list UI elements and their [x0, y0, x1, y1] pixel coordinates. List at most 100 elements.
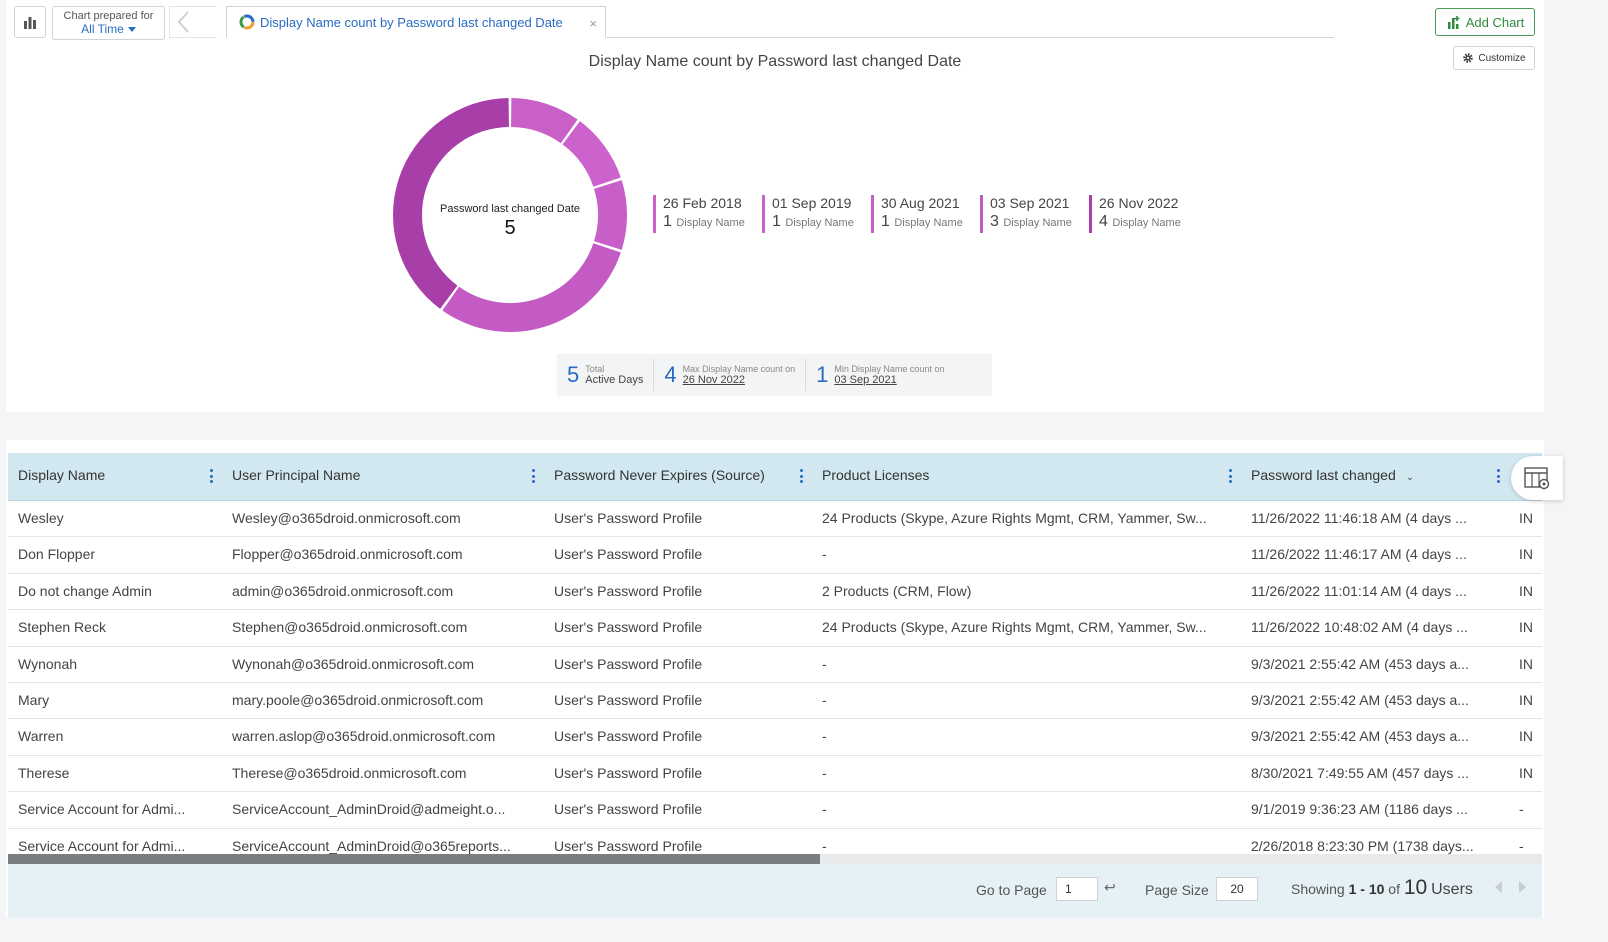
cell-product-licenses: - [822, 655, 827, 672]
legend-count: 4 [1099, 213, 1108, 230]
legend-swatch [871, 195, 874, 233]
column-menu-icon[interactable] [532, 469, 536, 483]
column-header-display-name[interactable]: Display Name [8, 453, 222, 501]
legend-item[interactable]: 01 Sep 2019 1 Display Name [762, 195, 871, 233]
table-row[interactable]: Stephen Reck Stephen@o365droid.onmicroso… [8, 610, 1542, 647]
cell-user-principal-name: Therese@o365droid.onmicrosoft.com [232, 764, 467, 781]
donut-center: Password last changed Date 5 [392, 203, 628, 240]
grid-header: Display Name User Principal Name Passwor… [8, 453, 1542, 501]
donut-chart [392, 98, 627, 333]
add-chart-button[interactable]: Add Chart [1435, 8, 1535, 36]
column-header-password-last-changed[interactable]: Password last changed ⌄ [1241, 453, 1509, 501]
legend-item[interactable]: 26 Feb 2018 1 Display Name [653, 195, 762, 233]
tab-scroll-prev-button[interactable] [169, 6, 217, 38]
legend-item[interactable]: 30 Aug 2021 1 Display Name [871, 195, 980, 233]
chart-panel: Chart prepared for All Time Display Name… [6, 0, 1544, 412]
chart-period-dropdown[interactable]: Chart prepared for All Time [52, 6, 165, 40]
donut-slice-03-sep-2021[interactable] [442, 243, 621, 333]
donut-chart-icon [239, 14, 255, 30]
customize-button[interactable]: Customize [1453, 46, 1535, 70]
cell-password-last-changed: 11/26/2022 10:48:02 AM (4 days ... [1251, 619, 1468, 636]
chart-legend: 26 Feb 2018 1 Display Name 01 Sep 2019 1… [653, 195, 1198, 233]
column-header-label: Display Name [18, 467, 106, 483]
table-row[interactable]: Wesley Wesley@o365droid.onmicrosoft.com … [8, 501, 1542, 538]
stat-value: 5 [567, 362, 580, 387]
cell-password-last-changed: 2/26/2018 8:23:30 PM (1738 days... [1251, 837, 1474, 854]
cell-user-principal-name: Flopper@o365droid.onmicrosoft.com [232, 546, 463, 563]
legend-date: 03 Sep 2021 [990, 195, 1070, 211]
table-row[interactable]: Warren warren.aslop@o365droid.onmicrosof… [8, 719, 1542, 756]
column-menu-icon[interactable] [800, 469, 804, 483]
column-settings-button[interactable] [1511, 456, 1563, 500]
table-row[interactable]: Don Flopper Flopper@o365droid.onmicrosof… [8, 537, 1542, 574]
showing-summary: Showing 1 - 10 of 10 Users [1291, 876, 1473, 900]
table-row[interactable]: Service Account for Admi... ServiceAccou… [8, 792, 1542, 829]
page-number-input[interactable]: 1 [1056, 877, 1098, 901]
cell-password-last-changed: 9/3/2021 2:55:42 AM (453 days a... [1251, 728, 1469, 745]
tab-chart[interactable]: Display Name count by Password last chan… [226, 6, 606, 38]
cell-password-never-expires: User's Password Profile [554, 728, 703, 745]
cell-user-principal-name: Wesley@o365droid.onmicrosoft.com [232, 510, 461, 526]
cell-product-licenses: - [822, 691, 827, 708]
stat-caption: Min Display Name count on [834, 363, 945, 374]
cell-password-never-expires: User's Password Profile [554, 801, 703, 818]
sort-descending-icon[interactable]: ⌄ [1405, 472, 1415, 483]
donut-slice-30-aug-2021[interactable] [594, 180, 627, 250]
column-menu-icon[interactable] [210, 469, 214, 483]
close-icon[interactable]: × [589, 16, 597, 31]
cell-user-principal-name: Wynonah@o365droid.onmicrosoft.com [232, 655, 475, 672]
cell-product-licenses: - [822, 546, 827, 563]
column-header-product-licenses[interactable]: Product Licenses [812, 453, 1241, 501]
donut-slice-26-feb-2018[interactable] [511, 98, 578, 144]
stat-date-link[interactable]: 26 Nov 2022 [682, 373, 745, 386]
chart-period-value: All Time [81, 22, 124, 36]
legend-item[interactable]: 03 Sep 2021 3 Display Name [980, 195, 1089, 233]
customize-label: Customize [1478, 52, 1526, 64]
cell-display-name: Warren [18, 728, 64, 745]
column-menu-icon[interactable] [1497, 469, 1501, 483]
cell-password-last-changed: 11/26/2022 11:46:18 AM (4 days ... [1251, 510, 1467, 526]
horizontal-scrollbar[interactable] [8, 854, 1542, 864]
stat-min-count: 1 Min Display Name count on 03 Sep 2021 [805, 359, 954, 391]
donut-slice-01-sep-2019[interactable] [562, 121, 621, 187]
cell-password-never-expires: User's Password Profile [554, 837, 703, 854]
showing-range: 1 - 10 [1348, 881, 1385, 897]
cell-product-licenses: - [822, 801, 827, 818]
cell-display-name: Service Account for Admi... [18, 837, 186, 854]
legend-swatch [762, 195, 765, 233]
table-row[interactable]: Wynonah Wynonah@o365droid.onmicrosoft.co… [8, 647, 1542, 683]
chevron-left-icon [177, 11, 189, 33]
cell-next-column: IN [1519, 728, 1533, 745]
legend-date: 26 Feb 2018 [663, 195, 742, 211]
table-row[interactable]: Mary mary.poole@o365droid.onmicrosoft.co… [8, 683, 1542, 720]
cell-user-principal-name: ServiceAccount_AdminDroid@admeight.o... [232, 801, 506, 818]
enter-arrow-icon[interactable]: ↩ [1104, 879, 1116, 895]
legend-count: 1 [881, 213, 890, 230]
table-row[interactable]: Therese Therese@o365droid.onmicrosoft.co… [8, 756, 1542, 793]
donut-slice-26-nov-2022[interactable] [392, 98, 509, 309]
column-menu-icon[interactable] [1229, 469, 1233, 483]
page-size-input[interactable]: 20 [1216, 877, 1258, 901]
column-header-user-principal-name[interactable]: User Principal Name [222, 453, 544, 501]
legend-count: 1 [663, 213, 672, 230]
stat-total-active-days: 5 Total Active Days [557, 359, 653, 391]
table-row[interactable]: Do not change Admin admin@o365droid.onmi… [8, 574, 1542, 611]
column-header-password-never-expires[interactable]: Password Never Expires (Source) [544, 453, 812, 501]
column-header-label: Password Never Expires (Source) [554, 467, 765, 483]
legend-item[interactable]: 26 Nov 2022 4 Display Name [1089, 195, 1198, 233]
prev-page-icon[interactable] [1495, 881, 1502, 893]
chart-view-toggle-button[interactable] [14, 6, 46, 38]
next-page-icon[interactable] [1519, 881, 1526, 893]
stat-date-link[interactable]: 03 Sep 2021 [834, 373, 897, 386]
chart-stats: 5 Total Active Days 4 Max Display Name c… [557, 354, 992, 396]
cell-next-column: - [1519, 837, 1524, 854]
gear-icon [1463, 53, 1474, 63]
column-settings-icon [1524, 467, 1550, 490]
scrollbar-thumb[interactable] [8, 854, 820, 864]
table-row[interactable]: Service Account for Admi... ServiceAccou… [8, 829, 1542, 854]
legend-swatch [653, 195, 656, 233]
showing-unit: Users [1431, 881, 1473, 898]
chart-title: Display Name count by Password last chan… [588, 53, 962, 70]
cell-display-name: Don Flopper [18, 546, 96, 563]
stat-label: Active Days [585, 373, 644, 386]
